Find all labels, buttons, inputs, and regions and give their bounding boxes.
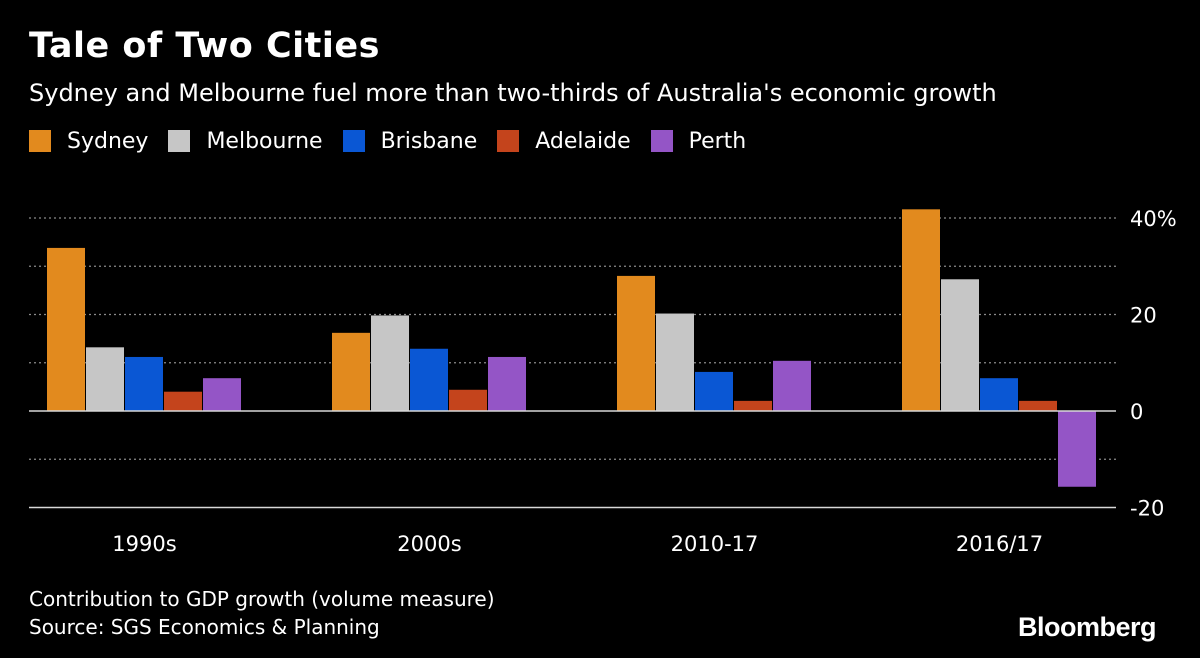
bar-adelaide-1990s — [164, 391, 202, 411]
bar-melbourne-2000s — [371, 315, 409, 411]
legend-item-sydney: Sydney — [29, 129, 148, 154]
bar-melbourne-2010-17 — [656, 313, 694, 411]
page-title: Tale of Two Cities — [29, 26, 380, 66]
legend-item-perth: Perth — [650, 128, 747, 154]
chart-source: Source: SGS Economics & Planning — [29, 615, 380, 639]
legend-label: Sydney — [67, 128, 149, 154]
legend-label: Brisbane — [380, 128, 478, 154]
bar-adelaide-2010-17 — [734, 400, 772, 411]
chart-legend: Sydney Melbourne Brisbane Adelaide Perth — [29, 127, 766, 155]
bar-melbourne-1990s — [86, 347, 124, 411]
x-tick-label: 1990s — [112, 532, 176, 556]
x-tick-label: 2010-17 — [671, 532, 759, 556]
legend-swatch — [342, 130, 365, 152]
legend-label: Melbourne — [206, 128, 323, 154]
bar-sydney-1990s — [47, 247, 85, 411]
x-tick-label: 2016/17 — [956, 532, 1043, 556]
y-tick-label: 0 — [1130, 400, 1143, 424]
bar-perth-2000s — [488, 356, 526, 411]
bar-sydney-2016-17 — [902, 209, 940, 411]
bar-perth-2010-17 — [773, 360, 811, 411]
legend-swatch — [29, 130, 51, 152]
bar-sydney-2000s — [332, 332, 370, 411]
bar-melbourne-2016-17 — [941, 279, 979, 411]
legend-swatch — [497, 130, 520, 152]
page-subtitle: Sydney and Melbourne fuel more than two-… — [29, 79, 997, 107]
legend-item-adelaide: Adelaide — [497, 128, 631, 154]
legend-item-brisbane: Brisbane — [342, 128, 478, 154]
bar-adelaide-2016-17 — [1019, 400, 1057, 411]
chart-footnote: Contribution to GDP growth (volume measu… — [29, 587, 495, 611]
bar-sydney-2010-17 — [617, 275, 655, 411]
y-tick-label: -20 — [1130, 497, 1164, 521]
legend-swatch — [650, 130, 673, 152]
legend-label: Adelaide — [535, 128, 631, 154]
bar-perth-1990s — [203, 378, 241, 411]
x-tick-label: 2000s — [397, 532, 461, 556]
y-tick-label: 20 — [1130, 304, 1157, 328]
bar-brisbane-2016-17 — [980, 378, 1018, 411]
bar-brisbane-2000s — [410, 348, 448, 411]
bloomberg-logo: Bloomberg — [1017, 612, 1157, 642]
y-tick-label: 40% — [1130, 207, 1177, 231]
bar-brisbane-2010-17 — [695, 371, 733, 411]
bar-adelaide-2000s — [449, 389, 487, 411]
legend-label: Perth — [688, 128, 747, 154]
legend-item-melbourne: Melbourne — [168, 128, 323, 154]
bar-brisbane-1990s — [125, 356, 163, 411]
bar-perth-2016-17 — [1058, 411, 1096, 487]
legend-swatch — [168, 130, 191, 152]
